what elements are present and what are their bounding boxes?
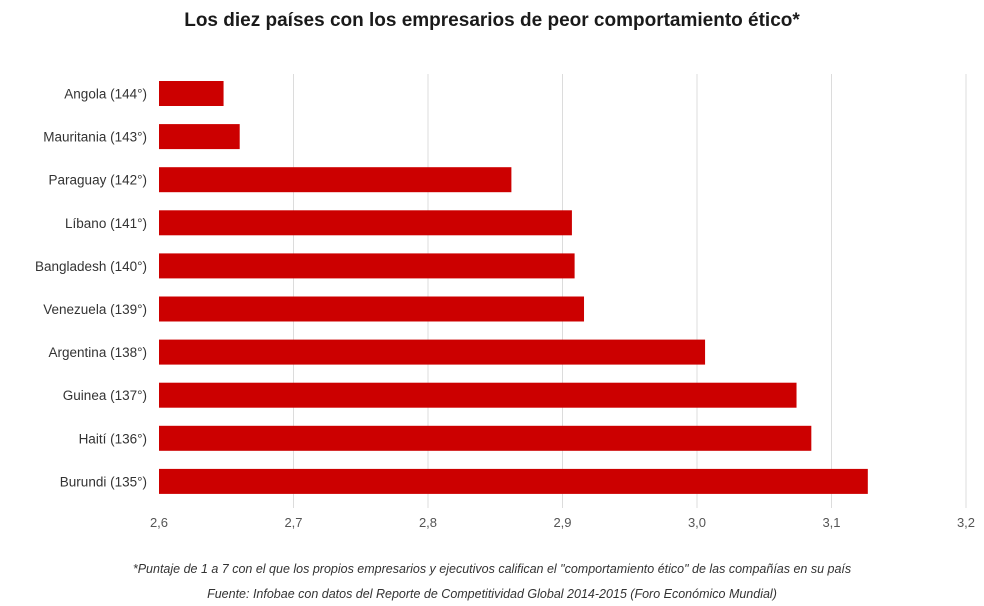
y-category-label: Argentina (138°): [49, 345, 147, 360]
x-tick-label: 2,8: [419, 515, 437, 530]
y-category-label: Mauritania (143°): [43, 130, 147, 145]
bar: [159, 425, 812, 451]
x-axis-ticks: 2,6 2,7 2,8 2,9 3,0 3,1 3,2: [150, 515, 975, 530]
y-category-label: Burundi (135°): [60, 474, 147, 489]
bar: [159, 81, 224, 106]
bar-chart: Angola (144°) Mauritania (143°) Paraguay (…: [35, 74, 975, 530]
x-tick-label: 2,9: [553, 515, 571, 530]
bar: [159, 296, 585, 322]
y-category-label: Haití (136°): [79, 431, 147, 446]
bar: [159, 167, 512, 193]
x-tick-label: 3,1: [822, 515, 840, 530]
y-category-label: Venezuela (139°): [43, 302, 147, 317]
y-category-label: Guinea (137°): [63, 388, 147, 403]
bar: [159, 339, 706, 365]
bar: [159, 468, 868, 494]
footnote: *Puntaje de 1 a 7 con el que los propios…: [132, 562, 852, 576]
bar: [159, 382, 797, 408]
y-category-label: Paraguay (142°): [49, 173, 147, 188]
bar: [159, 253, 575, 279]
bar: [159, 210, 572, 236]
y-category-label: Angola (144°): [64, 87, 147, 102]
x-tick-label: 3,0: [688, 515, 706, 530]
x-tick-label: 3,2: [957, 515, 975, 530]
bar: [159, 124, 240, 150]
x-tick-label: 2,6: [150, 515, 168, 530]
y-axis-labels: Angola (144°) Mauritania (143°) Paraguay (…: [35, 87, 147, 490]
y-category-label: Bangladesh (140°): [35, 259, 147, 274]
x-tick-label: 2,7: [284, 515, 302, 530]
chart-title: Los diez países con los empresarios de p…: [184, 10, 800, 31]
source-note: Fuente: Infobae con datos del Reporte de…: [207, 587, 777, 601]
y-category-label: Líbano (141°): [65, 216, 147, 231]
bars-group: [159, 81, 868, 494]
